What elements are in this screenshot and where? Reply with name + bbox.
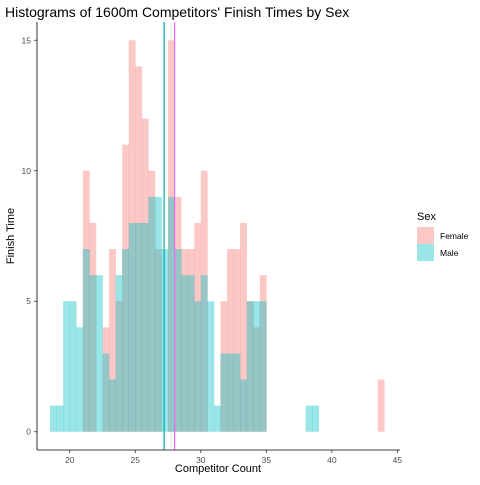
histogram-bar-male bbox=[82, 249, 90, 432]
histogram-bar-female bbox=[200, 170, 208, 432]
chart-title: Histograms of 1600m Competitors' Finish … bbox=[5, 4, 349, 20]
histogram-bar-female bbox=[128, 40, 136, 432]
histogram-bar-male bbox=[213, 405, 221, 432]
histogram-bar-male bbox=[76, 327, 84, 432]
y-tick-label: 0 bbox=[26, 427, 31, 437]
histogram-bar-female bbox=[148, 170, 156, 432]
histogram-bar-male bbox=[227, 353, 234, 432]
histogram-bar-male bbox=[233, 353, 241, 432]
plot-area: 0 5 10 15 20 25 30 35 40 45 bbox=[22, 22, 402, 465]
histogram-bar-male bbox=[50, 405, 57, 432]
histogram-bar-male bbox=[259, 301, 267, 432]
histogram-bar-female bbox=[246, 301, 254, 432]
histogram-bar-male bbox=[148, 196, 156, 432]
histogram-bar-female bbox=[135, 66, 143, 432]
histogram-bar-male bbox=[161, 249, 169, 432]
histogram-bar-female bbox=[102, 327, 110, 432]
histogram-bar-male bbox=[240, 379, 247, 432]
histogram-bar-male bbox=[109, 379, 116, 432]
histogram-bar-male bbox=[141, 222, 149, 432]
histogram-bar-male bbox=[168, 196, 175, 432]
legend: Sex Female Male bbox=[417, 211, 469, 261]
histogram-bar-female bbox=[115, 301, 123, 432]
histogram-bar-female bbox=[89, 222, 97, 432]
x-tick-label: 35 bbox=[262, 455, 272, 465]
histogram-bar-female bbox=[122, 144, 130, 432]
histogram-bar-female bbox=[109, 249, 116, 432]
histogram-bar-female bbox=[154, 249, 162, 432]
legend-key-male bbox=[417, 244, 434, 261]
histogram-bar-male bbox=[154, 196, 162, 432]
legend-title: Sex bbox=[417, 211, 436, 223]
histogram-bar-female bbox=[240, 222, 247, 432]
histogram-bar-male bbox=[174, 249, 182, 432]
x-axis-label: Competitor Count bbox=[175, 463, 261, 475]
y-tick-label: 5 bbox=[26, 296, 31, 306]
legend-label-female: Female bbox=[440, 231, 469, 241]
histogram-bar-male bbox=[95, 275, 103, 432]
histogram-bar-female bbox=[187, 249, 195, 432]
histogram-bar-male bbox=[63, 301, 71, 432]
histogram-bar-male bbox=[187, 275, 195, 432]
histogram-bar-female bbox=[194, 222, 202, 432]
histogram-bar-female bbox=[141, 118, 149, 432]
y-axis-ticks: 0 5 10 15 bbox=[22, 35, 37, 437]
histogram-bar-male bbox=[135, 222, 143, 432]
histogram-bar-male bbox=[89, 275, 97, 432]
histogram-bar-male bbox=[69, 301, 77, 432]
y-tick-label: 15 bbox=[22, 35, 32, 45]
histogram-bar-female bbox=[220, 301, 228, 432]
y-tick-label: 10 bbox=[22, 166, 32, 176]
histogram-bar-female bbox=[82, 170, 90, 432]
histogram-bar-male bbox=[122, 249, 130, 432]
histogram-bar-female bbox=[174, 196, 182, 432]
x-tick-label: 45 bbox=[393, 455, 403, 465]
histogram-bar-male bbox=[253, 301, 261, 432]
histogram-bar-female bbox=[253, 327, 261, 432]
histogram-bar-male bbox=[115, 275, 123, 432]
histogram-bar-male bbox=[220, 353, 228, 432]
x-axis-ticks: 20 25 30 35 40 45 bbox=[65, 450, 402, 465]
histogram-bars bbox=[50, 40, 385, 432]
x-tick-label: 20 bbox=[65, 455, 75, 465]
x-tick-label: 30 bbox=[196, 455, 206, 465]
histogram-bar-female bbox=[227, 249, 234, 432]
histogram-bar-female bbox=[233, 249, 241, 432]
histogram-bar-male bbox=[56, 405, 64, 432]
histogram-bar-male bbox=[246, 301, 254, 432]
histogram-bar-male bbox=[200, 275, 208, 432]
histogram-bar-male bbox=[102, 353, 110, 432]
histogram-bar-female bbox=[377, 379, 385, 432]
histogram-bar-male bbox=[207, 301, 215, 432]
reference-lines bbox=[163, 22, 176, 450]
histogram-bar-male bbox=[194, 301, 202, 432]
histogram-bar-female bbox=[168, 40, 175, 432]
y-axis-label: Finish Time bbox=[5, 208, 17, 264]
histogram-bar-female bbox=[259, 275, 267, 432]
histogram-bar-male bbox=[181, 275, 188, 432]
legend-key-female bbox=[417, 227, 434, 244]
histogram-bar-male bbox=[312, 405, 320, 432]
x-tick-label: 40 bbox=[327, 455, 337, 465]
histogram-bar-female bbox=[181, 249, 188, 432]
histogram-bar-male bbox=[305, 405, 313, 432]
x-tick-label: 25 bbox=[131, 455, 141, 465]
histogram-bar-male bbox=[128, 222, 136, 432]
legend-label-male: Male bbox=[440, 248, 459, 258]
